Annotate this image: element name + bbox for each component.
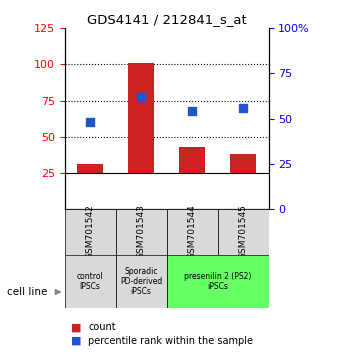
Bar [167, 255, 269, 308]
Title: GDS4141 / 212841_s_at: GDS4141 / 212841_s_at [87, 13, 246, 26]
Point [138, 94, 144, 100]
Text: GSM701543: GSM701543 [137, 204, 146, 259]
Bar [231, 154, 256, 173]
Text: count: count [88, 322, 116, 332]
Bar [116, 209, 167, 255]
Bar [167, 209, 218, 255]
Point [87, 119, 93, 125]
Text: GSM701542: GSM701542 [86, 205, 95, 259]
Text: percentile rank within the sample: percentile rank within the sample [88, 336, 253, 346]
Point [189, 109, 195, 114]
Bar [65, 255, 116, 308]
Text: presenilin 2 (PS2)
iPSCs: presenilin 2 (PS2) iPSCs [184, 272, 251, 291]
Bar [180, 147, 205, 173]
Bar [65, 209, 116, 255]
Text: ■: ■ [71, 336, 82, 346]
Bar [116, 255, 167, 308]
Text: Sporadic
PD-derived
iPSCs: Sporadic PD-derived iPSCs [120, 267, 162, 296]
Point [240, 105, 246, 110]
Text: GSM701544: GSM701544 [188, 205, 197, 259]
Text: control
IPSCs: control IPSCs [77, 272, 103, 291]
Bar [77, 164, 103, 173]
Text: ■: ■ [71, 322, 82, 332]
Bar [218, 209, 269, 255]
Bar [129, 63, 154, 173]
Text: cell line: cell line [7, 287, 47, 297]
Text: GSM701545: GSM701545 [239, 204, 248, 259]
